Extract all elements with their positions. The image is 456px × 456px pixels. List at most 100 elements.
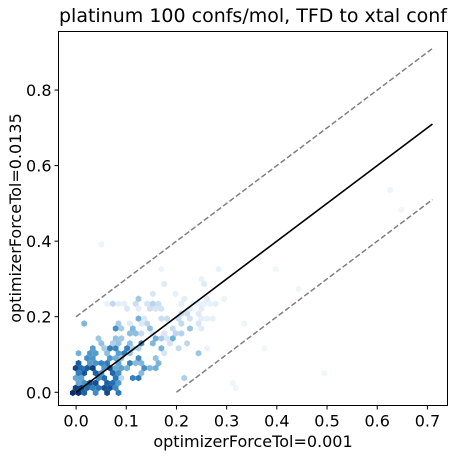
y-axis-label: optimizerForceTol=0.0135 xyxy=(6,113,25,322)
hexbin-cell xyxy=(398,206,405,213)
x-tick-label: 0.2 xyxy=(164,412,189,431)
hexbin-cell xyxy=(104,379,110,387)
hexbin-cell xyxy=(241,320,248,327)
hexbin-cell xyxy=(98,359,105,367)
chart-title: platinum 100 confs/mol, TFD to xtal conf xyxy=(59,5,448,27)
hexbin-cell xyxy=(187,325,193,332)
hexbin-cell xyxy=(147,305,153,312)
hexbin-cell xyxy=(87,359,93,367)
hexbin-cell xyxy=(152,354,159,362)
hexbin-cell xyxy=(158,345,165,352)
hexbin-cell xyxy=(204,315,210,322)
x-tick-label: 0.7 xyxy=(415,412,440,431)
hexbin-cell xyxy=(135,354,142,362)
hexbin-cell xyxy=(161,330,168,337)
hexbin-cell xyxy=(112,364,119,372)
hexbin-cell xyxy=(107,384,113,392)
hexbin-cell xyxy=(98,241,105,248)
hexbin-cell xyxy=(172,290,179,298)
hexbin-cell xyxy=(144,300,150,308)
hexbin-cell xyxy=(161,280,168,288)
x-tick-label: 0.3 xyxy=(214,412,239,431)
hexbin-cell xyxy=(152,305,159,312)
hexbin-cell xyxy=(87,349,93,357)
hexbin-cell xyxy=(135,374,142,382)
hexbin-cell xyxy=(75,349,82,357)
hexbin-cell xyxy=(158,265,165,273)
hexbin-cell xyxy=(121,300,128,308)
hexbin-cell xyxy=(101,345,108,352)
hexbin-cell xyxy=(198,325,205,332)
hexbin-cell xyxy=(104,349,110,357)
hexbin-cell xyxy=(195,310,202,317)
hexbin-cell xyxy=(198,275,205,283)
hexbin-cell xyxy=(75,359,82,367)
hexbin-cell xyxy=(387,186,393,194)
hexbin-cell xyxy=(129,374,136,382)
hexbin-cell xyxy=(81,389,88,397)
hexbin-cell xyxy=(198,305,205,312)
hexbin-cell xyxy=(135,305,142,312)
identity-line xyxy=(75,123,433,393)
hexbin-cell xyxy=(112,335,119,342)
hexbin-cell xyxy=(169,325,176,332)
hexbin-cell xyxy=(187,315,193,322)
hexbin-cell xyxy=(84,384,90,392)
hexbin-cell xyxy=(84,364,90,372)
hexbin-cell xyxy=(221,295,228,303)
hexbin-cell xyxy=(181,295,188,303)
hexbin-cell xyxy=(115,300,122,308)
hexbin-cell xyxy=(158,335,165,342)
hexbin-cell xyxy=(89,354,96,362)
hexbin-cell xyxy=(112,325,119,332)
y-tick-label: 0.8 xyxy=(26,81,51,100)
hexbin-cell xyxy=(104,300,110,308)
hexbin-cell xyxy=(149,300,156,308)
hexbin-cell xyxy=(149,340,156,347)
hexbin-cell xyxy=(169,335,176,342)
hexbin-cell xyxy=(92,349,99,357)
hexbin-cell xyxy=(152,364,159,372)
hexbin-cell xyxy=(132,359,139,367)
hexbin-cell xyxy=(201,280,208,288)
hexbin-cell xyxy=(172,330,179,337)
hexbin-cell xyxy=(89,364,96,372)
hexbin-cell xyxy=(115,349,122,357)
hexbin-cell xyxy=(138,359,145,367)
hexbin-cell xyxy=(215,265,222,273)
hexbin-cell xyxy=(295,285,302,293)
hexbin-cell xyxy=(164,315,170,322)
hexbin-cell xyxy=(195,320,202,327)
hexbin-cell xyxy=(112,345,119,352)
y-axis: 0.0 0.2 0.4 0.6 0.8 xyxy=(26,81,59,402)
hexbin-cell xyxy=(92,359,99,367)
hexbin-cell xyxy=(232,384,239,392)
y-tick-label: 0.6 xyxy=(26,157,51,176)
hexbin-cell xyxy=(201,300,208,308)
hexbin-cell xyxy=(124,345,130,352)
hexbin-cell xyxy=(115,369,122,377)
hexbin-cell xyxy=(149,290,156,298)
hexbin-cell xyxy=(115,389,122,397)
hexbin-cell xyxy=(158,305,165,312)
hexbin-cell xyxy=(207,300,213,308)
hexbin-cell xyxy=(138,330,145,337)
x-tick-label: 0.5 xyxy=(314,412,339,431)
hexbin-layer xyxy=(69,186,405,397)
hexbin-cell xyxy=(212,300,219,308)
hexbin-cell xyxy=(181,374,188,382)
hexbin-cell xyxy=(184,340,190,347)
hexbin-cell xyxy=(89,384,96,392)
hexbin-cell xyxy=(107,345,113,352)
hexbin-cell xyxy=(184,310,190,317)
hexbin-cell xyxy=(204,295,210,303)
hexbin-cell xyxy=(92,389,99,397)
hexbin-cell xyxy=(112,384,119,392)
hexbin-cell xyxy=(95,384,102,392)
hexbin-cell xyxy=(129,325,136,332)
hexbin-cell xyxy=(109,379,116,387)
hexbin-cell xyxy=(167,340,173,347)
hexbin-cell xyxy=(132,300,139,308)
x-tick-label: 0.0 xyxy=(63,412,88,431)
